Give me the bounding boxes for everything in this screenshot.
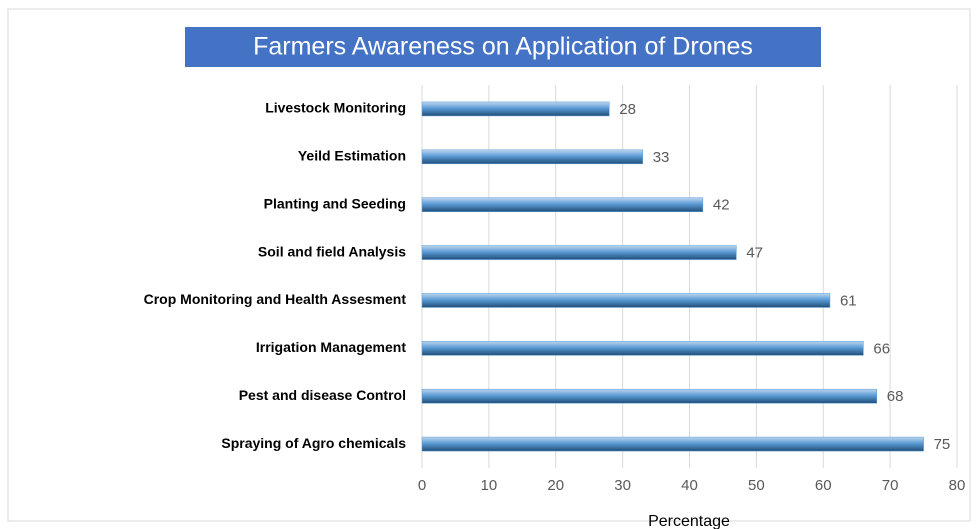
value-label: 66 — [873, 340, 890, 357]
value-label: 28 — [619, 101, 636, 118]
x-tick-label: 60 — [815, 477, 832, 494]
y-tick-label: Irrigation Management — [256, 339, 406, 355]
bar — [421, 293, 831, 308]
bar — [421, 197, 704, 212]
x-tick-label: 40 — [681, 477, 698, 494]
value-label: 33 — [653, 149, 670, 166]
x-tick-label: 30 — [614, 477, 631, 494]
value-label: 68 — [887, 388, 904, 405]
y-tick-label: Planting and Seeding — [264, 195, 406, 211]
x-tick-label: 70 — [882, 477, 899, 494]
y-tick-label: Pest and disease Control — [239, 387, 406, 403]
y-tick-label: Yeild Estimation — [298, 148, 406, 164]
value-label: 61 — [840, 292, 857, 309]
x-tick-label: 50 — [748, 477, 765, 494]
value-label: 75 — [934, 436, 951, 453]
y-tick-label: Livestock Monitoring — [265, 100, 406, 116]
bar — [421, 341, 864, 356]
title-box — [185, 27, 821, 67]
x-tick-label: 0 — [418, 477, 426, 494]
value-label: 47 — [746, 245, 763, 262]
bar — [421, 436, 924, 452]
x-axis-label: Percentage — [648, 513, 730, 529]
bar — [421, 101, 610, 117]
x-tick-label: 10 — [481, 477, 498, 494]
bar — [421, 245, 737, 260]
y-tick-label: Soil and field Analysis — [258, 243, 406, 259]
bar — [421, 149, 643, 165]
chart-title: Farmers Awareness on Application of Dron… — [253, 33, 753, 61]
bar — [421, 388, 877, 404]
y-tick-label: Crop Monitoring and Health Assesment — [144, 291, 407, 307]
value-label: 42 — [713, 197, 730, 214]
x-tick-label: 20 — [547, 477, 564, 494]
x-tick-label: 80 — [949, 477, 966, 494]
y-tick-label: Spraying of Agro chemicals — [221, 435, 406, 451]
